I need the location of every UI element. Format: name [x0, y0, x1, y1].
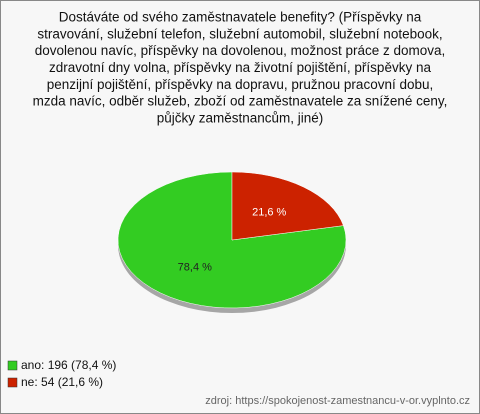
data-label: 21,6 % [252, 206, 286, 218]
legend-label: ne: 54 (21,6 %) [21, 375, 103, 389]
chart-title: stravování, služební telefon, služební a… [37, 26, 442, 41]
legend-swatch [7, 360, 18, 371]
chart-title: zdravotní dny volna, příspěvky na životn… [49, 60, 431, 75]
legend-swatch [7, 377, 18, 388]
data-label: 78,4 % [178, 261, 212, 273]
chart-title: penzijní pojištění, příspěvky na dopravu… [47, 77, 434, 92]
source: zdroj: https://spokojenost-zamestnancu-v… [205, 395, 470, 407]
chart-title: dovolenou navíc, příspěvky na dovolenou,… [35, 43, 446, 58]
chart-title: půjčky zaměstnancům, jiné) [157, 110, 324, 125]
pie-slice [231, 171, 344, 241]
chart-title: mzda navíc, odběr služeb, zboží od zaměs… [33, 94, 448, 109]
chart-title: Dostáváte od svého zaměstnavatele benefi… [59, 10, 422, 25]
pie-slice [117, 171, 347, 309]
legend-label: ano: 196 (78,4 %) [21, 358, 116, 372]
